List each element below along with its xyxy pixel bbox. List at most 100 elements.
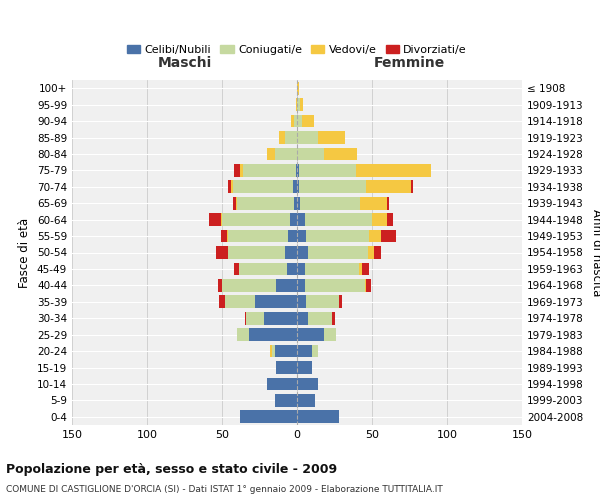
Bar bbox=[366, 279, 371, 292]
Bar bbox=[297, 394, 315, 407]
Bar bbox=[270, 344, 271, 358]
Bar bbox=[276, 279, 297, 292]
Legend: Celibi/Nubili, Coniugati/e, Vedovi/e, Divorziati/e: Celibi/Nubili, Coniugati/e, Vedovi/e, Di… bbox=[122, 40, 472, 60]
Bar bbox=[218, 279, 222, 292]
Bar bbox=[234, 164, 240, 177]
Bar bbox=[297, 180, 299, 193]
Y-axis label: Anni di nascita: Anni di nascita bbox=[590, 209, 600, 296]
Bar bbox=[359, 262, 361, 276]
Bar bbox=[228, 180, 231, 193]
Bar bbox=[318, 131, 345, 144]
Bar bbox=[276, 361, 297, 374]
Bar bbox=[331, 312, 335, 324]
Bar bbox=[240, 164, 243, 177]
Bar bbox=[299, 164, 355, 177]
Bar bbox=[219, 296, 225, 308]
Bar bbox=[308, 246, 367, 259]
Bar bbox=[235, 197, 237, 209]
Bar bbox=[228, 230, 288, 242]
Bar bbox=[306, 230, 369, 242]
Bar bbox=[239, 262, 287, 276]
Bar bbox=[275, 344, 297, 358]
Bar bbox=[240, 410, 297, 423]
Bar bbox=[297, 246, 308, 259]
Bar bbox=[275, 394, 297, 407]
Text: Maschi: Maschi bbox=[157, 56, 212, 70]
Bar bbox=[297, 213, 305, 226]
Bar bbox=[233, 197, 235, 209]
Bar bbox=[293, 180, 297, 193]
Bar bbox=[302, 114, 314, 128]
Bar bbox=[300, 197, 360, 209]
Bar bbox=[221, 213, 222, 226]
Bar bbox=[305, 262, 359, 276]
Bar bbox=[387, 213, 393, 226]
Bar bbox=[234, 262, 239, 276]
Bar bbox=[297, 312, 308, 324]
Bar bbox=[288, 230, 297, 242]
Bar bbox=[361, 262, 369, 276]
Bar bbox=[209, 213, 221, 226]
Bar bbox=[369, 230, 381, 242]
Bar bbox=[294, 114, 297, 128]
Bar bbox=[249, 328, 297, 341]
Bar bbox=[285, 246, 297, 259]
Bar bbox=[367, 246, 373, 259]
Bar bbox=[267, 378, 297, 390]
Bar bbox=[365, 279, 366, 292]
Bar bbox=[411, 180, 413, 193]
Bar bbox=[297, 114, 302, 128]
Bar bbox=[294, 197, 297, 209]
Bar bbox=[297, 131, 318, 144]
Bar bbox=[299, 180, 366, 193]
Text: Femmine: Femmine bbox=[374, 56, 445, 70]
Bar bbox=[233, 180, 293, 193]
Bar bbox=[306, 296, 339, 308]
Bar bbox=[237, 197, 294, 209]
Bar bbox=[297, 98, 300, 111]
Y-axis label: Fasce di età: Fasce di età bbox=[19, 218, 31, 288]
Bar bbox=[246, 312, 264, 324]
Bar bbox=[366, 180, 411, 193]
Bar bbox=[339, 296, 342, 308]
Bar bbox=[296, 98, 297, 111]
Bar bbox=[225, 296, 255, 308]
Bar bbox=[287, 262, 297, 276]
Bar bbox=[305, 279, 365, 292]
Bar bbox=[297, 164, 299, 177]
Bar bbox=[264, 312, 297, 324]
Bar bbox=[297, 197, 300, 209]
Bar bbox=[296, 164, 297, 177]
Text: Popolazione per età, sesso e stato civile - 2009: Popolazione per età, sesso e stato civil… bbox=[6, 462, 337, 475]
Bar bbox=[324, 328, 336, 341]
Bar bbox=[255, 296, 297, 308]
Bar bbox=[372, 213, 387, 226]
Bar bbox=[245, 312, 246, 324]
Bar bbox=[360, 197, 387, 209]
Bar bbox=[308, 312, 331, 324]
Bar bbox=[222, 213, 290, 226]
Bar bbox=[297, 378, 318, 390]
Bar bbox=[216, 246, 228, 259]
Bar bbox=[297, 262, 305, 276]
Bar bbox=[297, 296, 306, 308]
Bar bbox=[228, 246, 285, 259]
Bar bbox=[297, 410, 339, 423]
Bar bbox=[355, 164, 431, 177]
Bar bbox=[237, 328, 249, 341]
Bar bbox=[312, 344, 318, 358]
Bar bbox=[297, 148, 324, 160]
Bar bbox=[381, 230, 396, 242]
Bar bbox=[285, 131, 297, 144]
Bar bbox=[387, 197, 389, 209]
Text: COMUNE DI CASTIGLIONE D'ORCIA (SI) - Dati ISTAT 1° gennaio 2009 - Elaborazione T: COMUNE DI CASTIGLIONE D'ORCIA (SI) - Dat… bbox=[6, 485, 443, 494]
Bar bbox=[231, 180, 233, 193]
Bar bbox=[279, 131, 285, 144]
Bar bbox=[275, 148, 297, 160]
Bar bbox=[297, 328, 324, 341]
Bar bbox=[305, 213, 372, 226]
Bar bbox=[227, 230, 228, 242]
Bar bbox=[267, 148, 275, 160]
Bar bbox=[297, 82, 299, 94]
Bar bbox=[297, 230, 306, 242]
